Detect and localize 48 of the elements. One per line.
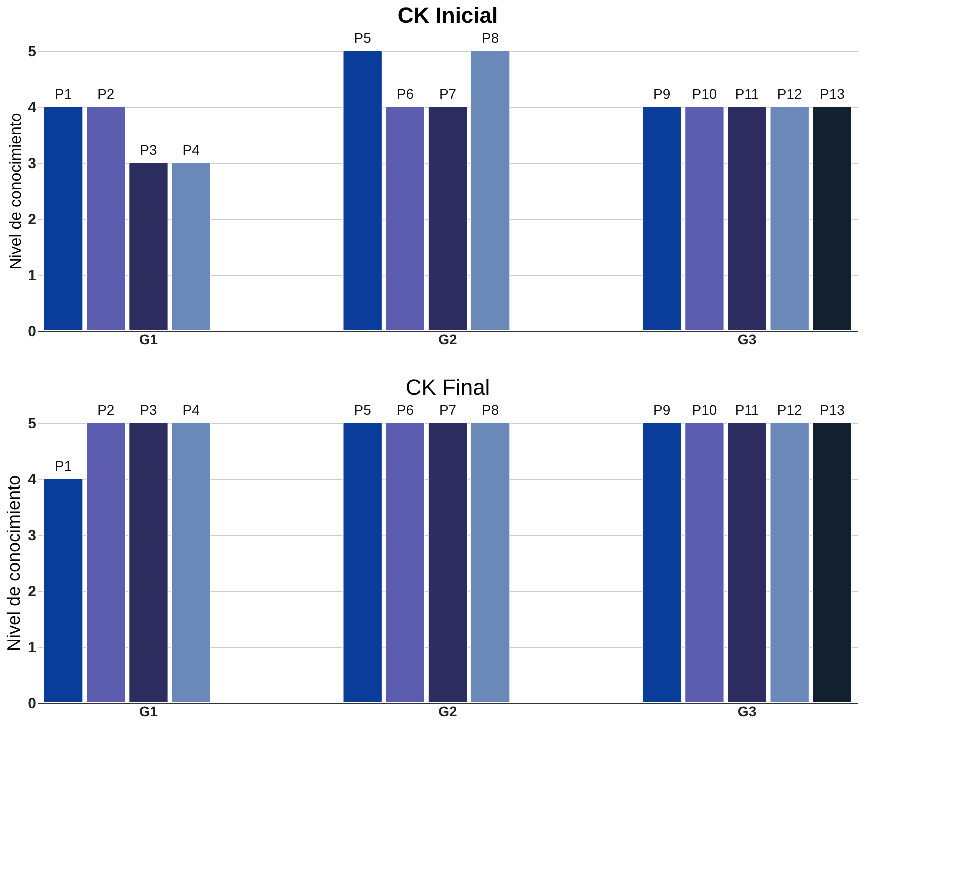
y-tick-label: 1	[28, 640, 36, 656]
series-label: P11	[735, 402, 760, 418]
series-label: P1	[55, 86, 72, 102]
x-tick-label: G2	[438, 704, 458, 720]
y-tick-label: 1	[28, 268, 36, 284]
series-label: P13	[820, 86, 846, 102]
series-label: P13	[820, 402, 846, 418]
series-label: P6	[396, 86, 414, 102]
series-label: P9	[654, 402, 671, 418]
series-label: P7	[439, 86, 457, 102]
y-axis-title: Nivel de conocimiento	[8, 113, 26, 270]
series-label: P8	[482, 30, 500, 46]
y-tick-label: 5	[28, 44, 36, 60]
x-tick-label: G1	[139, 704, 158, 720]
series-label: P12	[777, 86, 803, 102]
series-label: P7	[439, 402, 457, 418]
y-tick-label: 4	[28, 100, 38, 116]
y-tick-label: 0	[28, 324, 36, 340]
series-label: P4	[182, 402, 200, 418]
x-tick-label: G3	[738, 704, 757, 720]
series-label: P1	[55, 458, 72, 474]
series-label: P12	[777, 402, 803, 418]
series-label: P2	[98, 86, 115, 102]
y-tick-label: 3	[28, 156, 36, 172]
series-label: P10	[692, 86, 718, 102]
series-label: P3	[140, 142, 158, 158]
y-tick-label: 4	[28, 472, 38, 488]
y-tick-label: 5	[28, 416, 36, 432]
y-tick-label: 3	[28, 528, 36, 544]
series-label: P4	[182, 142, 200, 158]
series-label: P8	[482, 402, 500, 418]
y-tick-label: 0	[28, 696, 36, 712]
chart-title: CK Final	[406, 375, 490, 400]
y-tick-label: 2	[28, 584, 36, 600]
y-tick-label: 2	[28, 212, 36, 228]
series-label: P9	[654, 86, 671, 102]
x-tick-label: G1	[139, 332, 158, 348]
y-axis-title: Nivel de conocimiento	[4, 475, 24, 652]
series-label: P5	[354, 30, 372, 46]
series-label: P2	[98, 402, 115, 418]
series-label: P11	[735, 86, 760, 102]
series-label: P5	[354, 402, 372, 418]
series-label: P3	[140, 402, 158, 418]
chart-title: CK Inicial	[398, 3, 498, 28]
series-label: P10	[692, 402, 718, 418]
x-tick-label: G2	[438, 332, 458, 348]
x-tick-label: G3	[738, 332, 757, 348]
series-label: P6	[396, 402, 414, 418]
